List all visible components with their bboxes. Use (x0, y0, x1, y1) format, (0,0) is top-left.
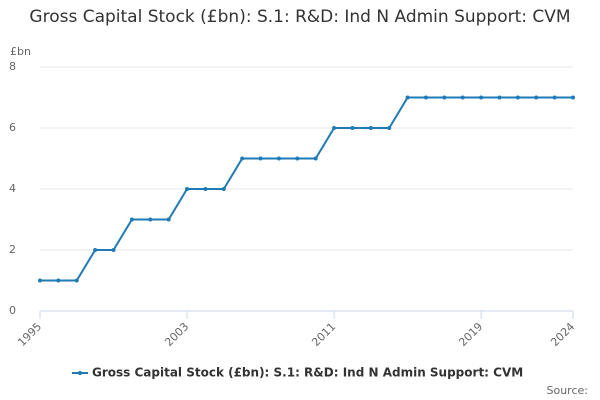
y-tick-label: 2 (9, 243, 16, 256)
data-point (203, 187, 208, 191)
legend-marker (78, 371, 82, 375)
data-point (313, 156, 318, 161)
x-tick-label: 2019 (456, 320, 485, 349)
data-point (258, 156, 263, 161)
y-tick-label: 8 (9, 60, 16, 73)
data-point (442, 95, 447, 100)
data-point (295, 156, 300, 161)
data-point (166, 217, 171, 222)
y-axis-label: £bn (10, 45, 31, 58)
x-tick-label: 1995 (15, 320, 44, 349)
y-tick-label: 6 (9, 121, 16, 134)
y-tick-label: 0 (9, 304, 16, 317)
data-point (460, 95, 465, 100)
data-point (534, 95, 539, 100)
data-point (515, 95, 520, 100)
data-point (552, 95, 557, 100)
data-point (479, 95, 484, 100)
data-point (74, 278, 79, 283)
y-tick-label: 4 (9, 182, 16, 195)
legend-label: Gross Capital Stock (£bn): S.1: R&D: Ind… (92, 366, 523, 380)
data-point (332, 126, 337, 130)
source: Source: (547, 384, 589, 397)
data-point (148, 217, 153, 222)
data-point (93, 248, 98, 252)
data-point (111, 248, 116, 252)
data-point (387, 126, 392, 130)
data-point (56, 278, 61, 283)
data-point (497, 95, 502, 100)
data-point (185, 187, 190, 191)
data-point (571, 95, 575, 100)
data-point (350, 126, 355, 130)
data-point (276, 156, 281, 161)
x-tick-label: 2024 (548, 320, 577, 349)
data-line (40, 96, 573, 282)
x-tick-label: 2011 (309, 320, 338, 349)
data-point (423, 95, 428, 100)
data-point (221, 187, 226, 191)
data-point (405, 95, 410, 100)
chart-title: Gross Capital Stock (£bn): S.1: R&D: Ind… (29, 7, 571, 27)
data-point (240, 156, 245, 161)
data-point (38, 278, 42, 283)
data-point (368, 126, 373, 130)
data-point (129, 217, 134, 222)
x-tick-label: 2003 (162, 320, 191, 349)
